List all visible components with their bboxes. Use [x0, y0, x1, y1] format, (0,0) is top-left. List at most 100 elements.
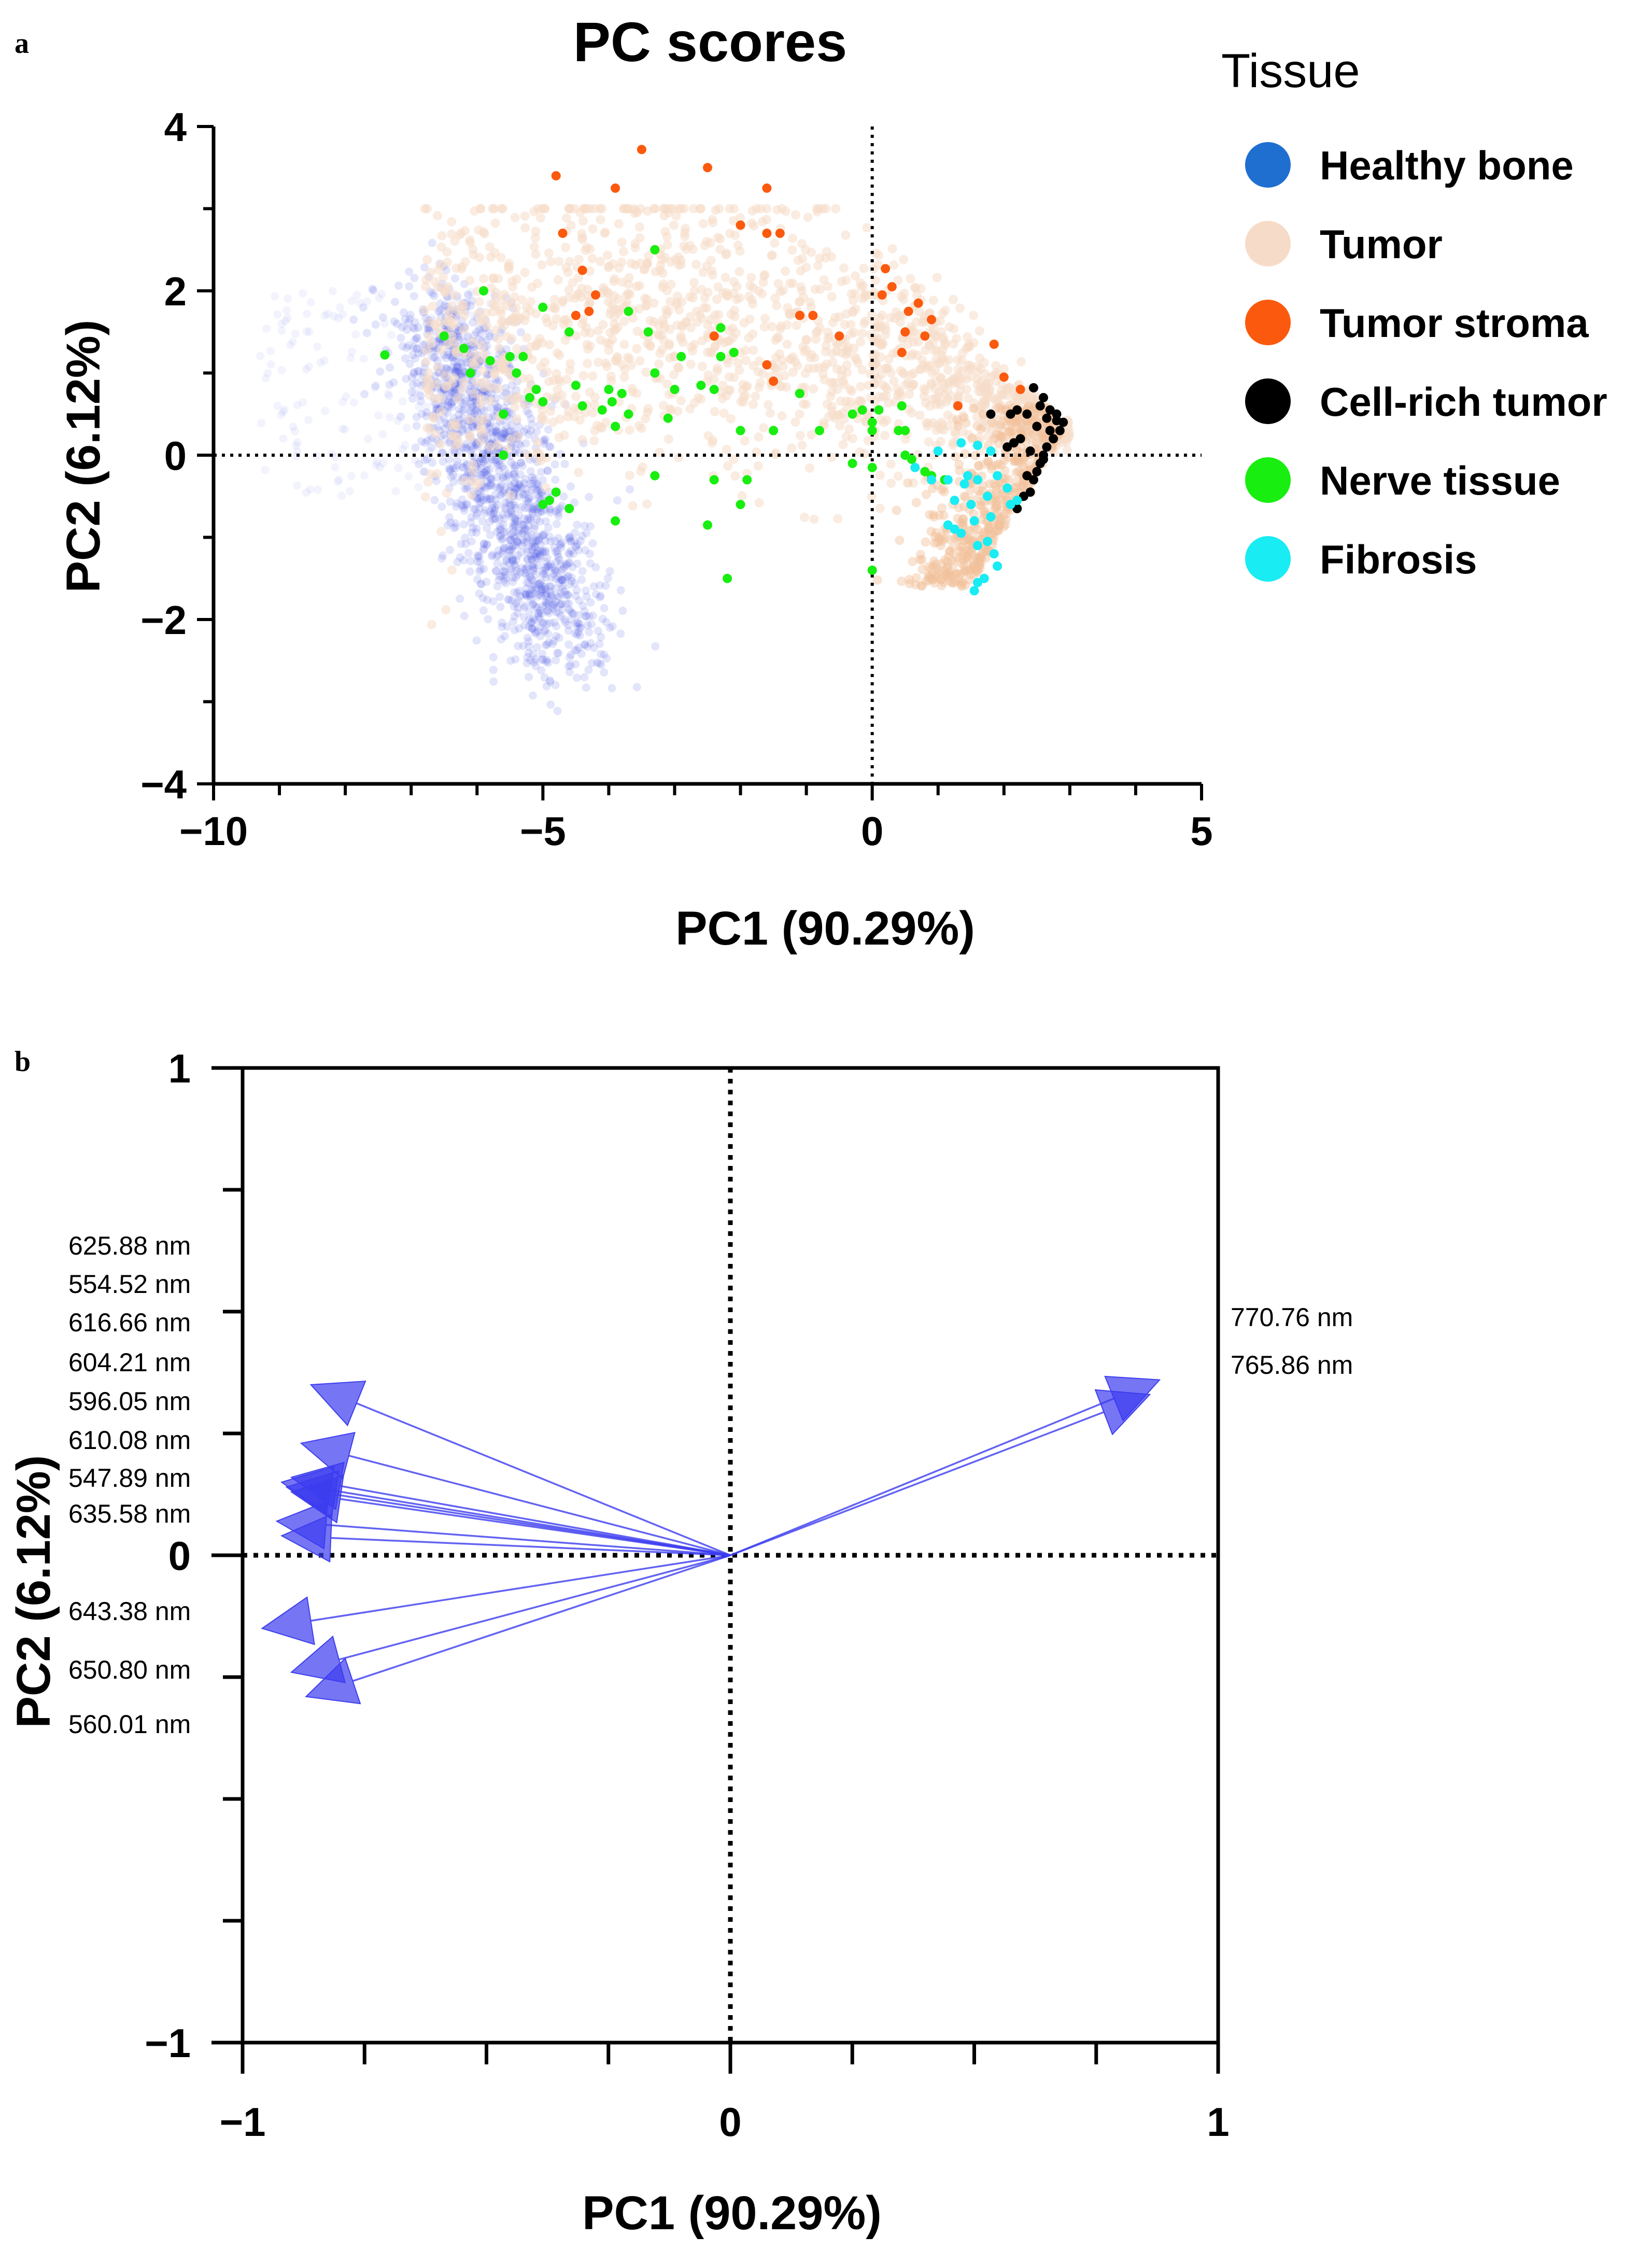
healthy-bone-point: [535, 580, 543, 589]
nerve-tissue-point: [867, 426, 877, 435]
healthy-bone-point: [446, 467, 455, 475]
tumor-point: [614, 397, 624, 406]
healthy-bone-point: [580, 607, 589, 616]
healthy-bone-point: [411, 443, 420, 452]
healthy-bone-point: [558, 501, 567, 510]
healthy-bone-point: [369, 286, 378, 295]
tumor-point: [582, 340, 592, 349]
tumor-point: [958, 578, 967, 587]
tumor-point: [494, 343, 504, 353]
healthy-bone-point: [518, 564, 527, 572]
tumor-point: [669, 220, 679, 230]
tumor-stroma-point: [795, 311, 804, 320]
healthy-bone-point: [523, 526, 532, 534]
healthy-bone-point: [513, 484, 521, 493]
tumor-point: [486, 382, 496, 392]
healthy-bone-point: [496, 602, 505, 611]
healthy-bone-point: [476, 580, 485, 588]
tumor-point: [956, 569, 966, 579]
tumor-point: [475, 437, 485, 447]
tumor-point: [958, 411, 968, 420]
tumor-point: [736, 213, 745, 223]
healthy-bone-point: [483, 541, 491, 550]
tumor-point: [787, 245, 797, 255]
healthy-bone-point: [413, 373, 421, 382]
healthy-bone-point: [548, 602, 557, 611]
tumor-point: [910, 283, 920, 292]
tumor-point: [673, 406, 683, 416]
tumor-point: [1015, 481, 1025, 491]
nerve-tissue-point: [709, 385, 719, 395]
nerve-tissue-point: [894, 426, 903, 435]
tumor-stroma-point: [571, 311, 581, 320]
healthy-bone-point: [512, 555, 520, 564]
healthy-bone-point: [453, 499, 461, 508]
tumor-point: [554, 257, 564, 266]
healthy-bone-point: [509, 617, 517, 626]
tumor-point: [994, 393, 1004, 403]
tumor-point: [453, 433, 462, 443]
nerve-tissue-point: [577, 401, 587, 411]
healthy-bone-point: [488, 501, 497, 510]
healthy-bone-point: [608, 684, 616, 693]
tumor-point: [453, 306, 463, 316]
tumor-point: [860, 290, 870, 300]
healthy-bone-point: [525, 622, 533, 631]
tumor-point: [574, 468, 584, 477]
tumor-point: [602, 338, 612, 348]
healthy-bone-point: [529, 565, 538, 573]
healthy-bone-point: [491, 566, 500, 575]
healthy-bone-point: [475, 494, 484, 502]
healthy-bone-point: [411, 456, 420, 465]
tumor-point: [472, 377, 482, 387]
loading-arrow-shaft: [730, 1411, 1105, 1556]
tumor-point: [848, 296, 858, 305]
healthy-bone-point: [494, 551, 503, 559]
tumor-point: [600, 228, 610, 237]
healthy-bone-point: [554, 509, 563, 517]
healthy-bone-point: [459, 520, 468, 529]
tumor-point: [689, 278, 699, 287]
tumor-point: [790, 417, 800, 427]
tumor-point: [880, 321, 890, 331]
fibrosis-point: [973, 441, 982, 450]
healthy-bone-point: [473, 551, 482, 560]
tumor-point: [955, 303, 965, 313]
tumor-point: [965, 539, 974, 549]
tumor-point: [1000, 520, 1010, 530]
tumor-point: [969, 311, 979, 320]
nerve-tissue-point: [597, 405, 607, 415]
healthy-bone-point: [519, 641, 528, 650]
tumor-point: [987, 530, 997, 540]
tumor-point: [508, 282, 518, 292]
healthy-bone-point: [347, 347, 356, 356]
healthy-bone-point: [485, 508, 494, 516]
tumor-point: [925, 510, 935, 519]
tumor-point: [987, 417, 997, 427]
healthy-bone-point: [422, 412, 431, 420]
healthy-bone-point: [527, 556, 536, 565]
tumor-point: [577, 435, 587, 444]
nerve-tissue-point: [624, 306, 633, 316]
tumor-point: [956, 580, 966, 589]
healthy-bone-point: [571, 592, 580, 600]
loading-label: 616.66 nm: [68, 1308, 191, 1337]
tumor-point: [756, 378, 765, 388]
healthy-bone-point: [283, 314, 292, 322]
tumor-point: [665, 404, 675, 414]
tumor-point: [959, 567, 969, 577]
tumor-point: [963, 365, 973, 375]
tumor-point: [975, 564, 985, 573]
tumor-point: [459, 325, 469, 335]
tumor-point: [895, 317, 905, 327]
healthy-bone-point: [560, 587, 569, 596]
tumor-point: [796, 431, 805, 441]
healthy-bone-point: [277, 365, 286, 374]
healthy-bone-point: [337, 491, 346, 500]
healthy-bone-point: [484, 424, 493, 432]
tumor-point: [886, 459, 896, 469]
tumor-point: [566, 359, 575, 369]
tumor-point: [851, 271, 860, 281]
healthy-bone-point: [541, 584, 550, 593]
healthy-bone-point: [558, 582, 567, 590]
